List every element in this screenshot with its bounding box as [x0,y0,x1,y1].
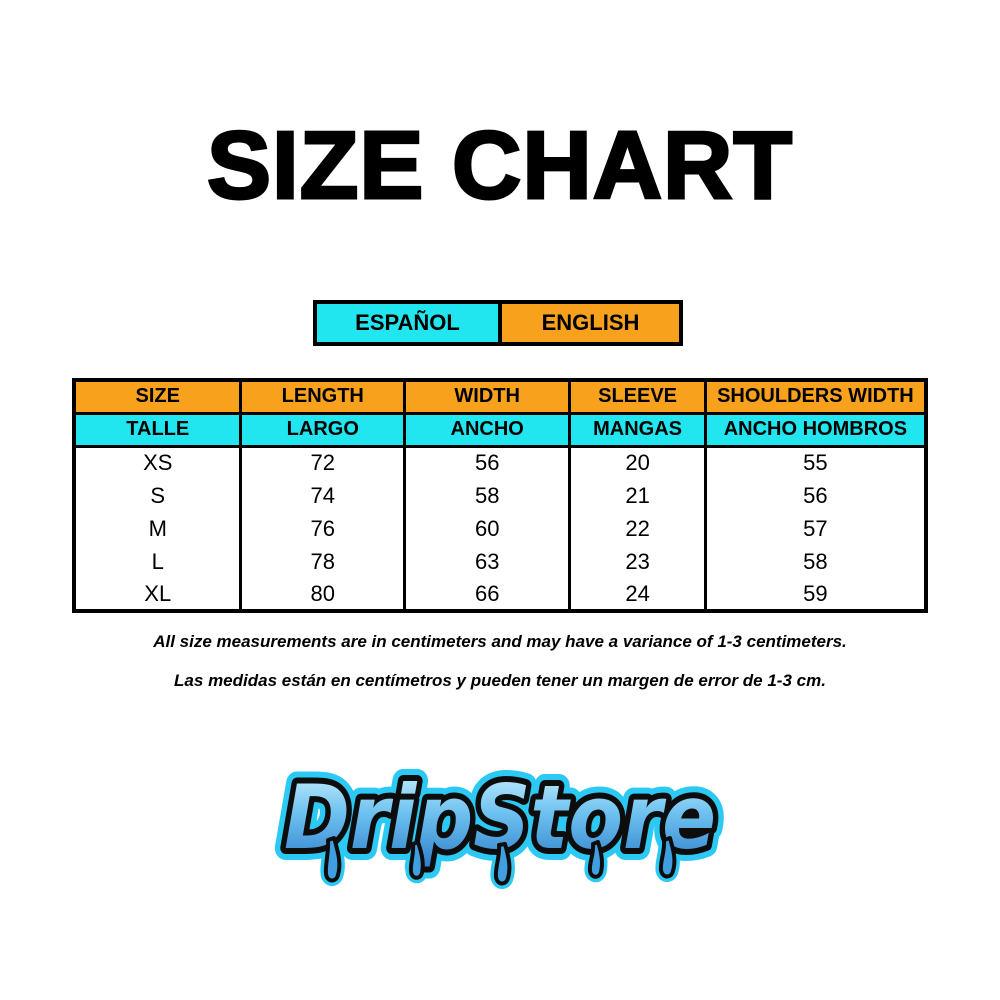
table-cell: 80 [239,578,407,611]
table-cell: 72 [239,446,407,479]
table-cell: 57 [703,512,928,545]
table-row-m: M 76 60 22 57 [72,512,928,545]
table-cell: 20 [568,446,707,479]
table-row-l: L 78 63 23 58 [72,545,928,578]
header-cell-length: LENGTH [239,380,407,415]
table-cell: 21 [568,479,707,512]
header-cell-size: SIZE [72,380,243,415]
table-cell: 66 [403,578,572,611]
table-cell: 76 [239,512,407,545]
table-cell: XL [72,578,243,611]
table-cell: 78 [239,545,407,578]
table-cell: 22 [568,512,707,545]
dripstore-logo: DripStore DripStore DripStore [268,742,732,907]
table-cell: 23 [568,545,707,578]
table-cell: 24 [568,578,707,611]
header-row-spanish: TALLE LARGO ANCHO MANGAS ANCHO HOMBROS [72,413,928,448]
tab-espanol[interactable]: ESPAÑOL [317,304,498,342]
table-cell: 58 [703,545,928,578]
header-cell-ancho-hombros: ANCHO HOMBROS [703,413,928,448]
table-cell: 60 [403,512,572,545]
note-spanish: Las medidas están en centímetros y puede… [174,671,826,690]
table-row-xl: XL 80 66 24 59 [72,578,928,611]
table-cell: M [72,512,243,545]
table-row-s: S 74 58 21 56 [72,479,928,512]
size-table: SIZE LENGTH WIDTH SLEEVE SHOULDERS WIDTH… [72,378,928,613]
table-cell: 59 [703,578,928,611]
table-cell: 74 [239,479,407,512]
tab-espanol-label: ESPAÑOL [355,310,460,335]
language-selector: ESPAÑOL ENGLISH [313,300,683,346]
page-title: SIZE CHART [206,112,794,219]
table-cell: L [72,545,243,578]
header-cell-sleeve: SLEEVE [568,380,707,415]
table-cell: XS [72,446,243,479]
logo-drips [323,836,677,886]
header-cell-width: WIDTH [403,380,572,415]
dripstore-logo-graphic: DripStore DripStore DripStore [272,754,728,889]
header-cell-talle: TALLE [72,413,243,448]
table-cell: S [72,479,243,512]
header-row-english: SIZE LENGTH WIDTH SLEEVE SHOULDERS WIDTH [72,380,928,415]
header-cell-largo: LARGO [239,413,407,448]
table-cell: 56 [403,446,572,479]
table-row-xs: XS 72 56 20 55 [72,446,928,479]
table-cell: 56 [703,479,928,512]
table-cell: 58 [403,479,572,512]
header-cell-ancho: ANCHO [403,413,572,448]
header-cell-mangas: MANGAS [568,413,707,448]
tab-english[interactable]: ENGLISH [498,304,679,342]
note-english: All size measurements are in centimeters… [153,632,847,651]
header-cell-shoulders: SHOULDERS WIDTH [703,380,928,415]
tab-english-label: ENGLISH [541,310,640,335]
table-cell: 63 [403,545,572,578]
table-cell: 55 [703,446,928,479]
